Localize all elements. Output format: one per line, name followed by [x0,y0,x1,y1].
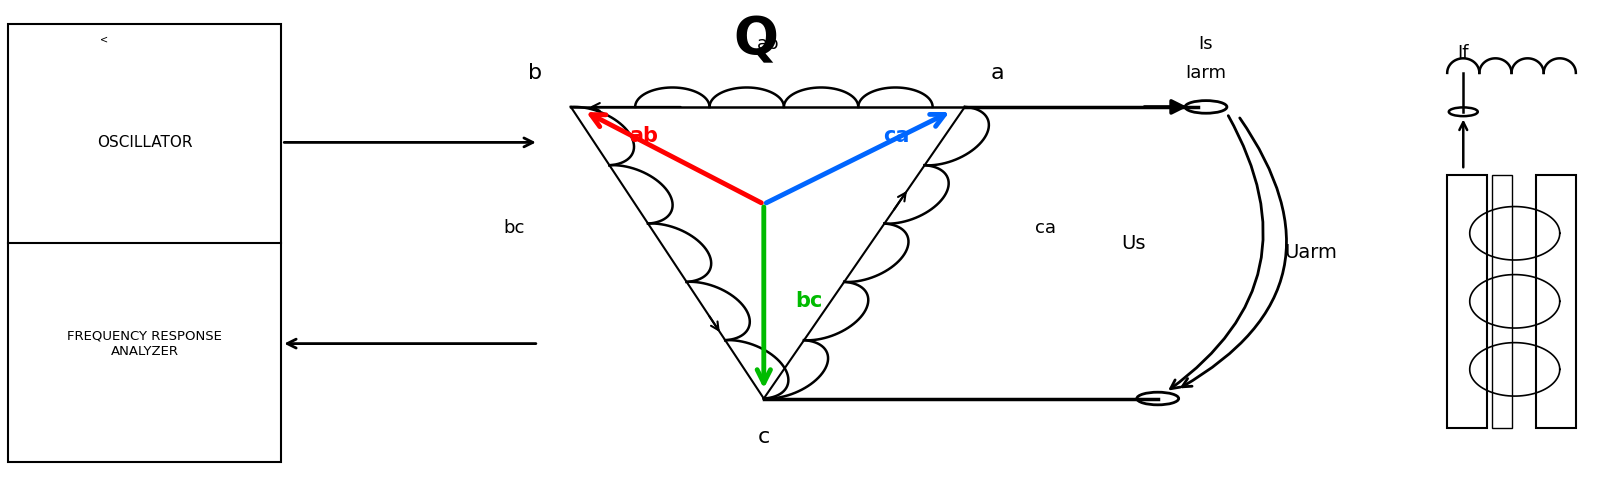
Bar [1535,175,1575,428]
Text: bc: bc [503,219,525,238]
Bar [1446,175,1486,428]
Text: b: b [529,63,542,83]
Text: OSCILLATOR: OSCILLATOR [96,135,193,150]
Text: ca: ca [1033,219,1056,238]
Text: bc: bc [794,291,823,312]
Text: Us: Us [1120,233,1146,253]
Text: a: a [990,63,1003,83]
Text: Q: Q [733,15,778,67]
Text: Iarm: Iarm [1184,64,1226,82]
Text: FREQUENCY RESPONSE
ANALYZER: FREQUENCY RESPONSE ANALYZER [67,330,222,358]
Text: ab: ab [628,126,657,146]
Text: Is: Is [1197,35,1213,53]
Text: c: c [757,427,770,448]
Bar [8,24,281,462]
Text: <: < [100,35,108,45]
Text: If: If [1456,44,1469,63]
Bar [1491,175,1511,428]
Text: Uarm: Uarm [1284,243,1335,262]
Text: ab: ab [755,35,779,53]
Text: ca: ca [882,126,910,146]
